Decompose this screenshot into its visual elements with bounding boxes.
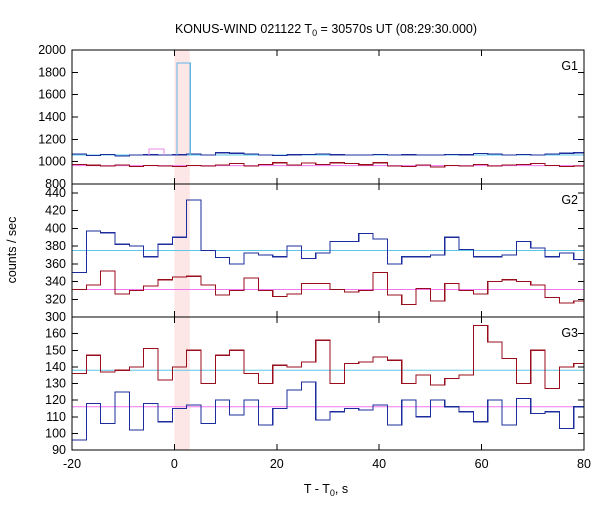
y-tick-label-g3: 130 [45, 377, 66, 391]
histogram-g3-red [72, 324, 584, 390]
plot-layer: 800100012001400160018002000G130032034036… [38, 43, 591, 471]
y-tick-label-g1: 1600 [38, 88, 66, 102]
histogram-g1-blue [72, 152, 584, 157]
x-axis-title: T - T0, s [304, 482, 348, 498]
y-tick-label-g2: 440 [45, 186, 66, 200]
y-tick-label-g2: 380 [45, 239, 66, 253]
histogram-g3-blue [72, 381, 584, 441]
y-tick-label-g2: 300 [45, 310, 66, 324]
panel-label-g3: G3 [561, 326, 578, 340]
y-tick-label-g3: 100 [45, 426, 66, 440]
y-tick-label-g1: 1800 [38, 65, 66, 79]
y-tick-label-g2: 340 [45, 275, 66, 289]
y-tick-label-g2: 320 [45, 292, 66, 306]
y-tick-label-g1: 1400 [38, 110, 66, 124]
y-tick-label-g3: 120 [45, 393, 66, 407]
x-tick-label: -20 [63, 457, 81, 471]
histogram-g1-burst-alt [148, 148, 165, 155]
panel-label-g2: G2 [561, 193, 578, 207]
histogram-g1-burst [176, 62, 191, 155]
histogram-g1-red [72, 162, 584, 168]
y-tick-label-g3: 140 [45, 360, 66, 374]
x-tick-label: 0 [171, 457, 178, 471]
y-tick-label-g3: 90 [52, 443, 66, 457]
y-tick-label-g3: 110 [46, 410, 66, 424]
x-tick-label: 20 [270, 457, 284, 471]
x-tick-label: 40 [372, 457, 386, 471]
y-tick-label-g1: 2000 [38, 43, 66, 57]
histogram-g2-blue [72, 199, 584, 274]
x-tick-label: 80 [577, 457, 591, 471]
y-axis-title: counts / sec [5, 217, 19, 284]
y-tick-label-g2: 360 [45, 257, 66, 271]
panel-frame-g3 [71, 316, 585, 451]
y-tick-label-g3: 160 [45, 327, 66, 341]
y-tick-label-g1: 1200 [38, 132, 66, 146]
chart-title: KONUS-WIND 021122 T0 = 30570s UT (08:29:… [175, 22, 477, 38]
panel-frame-g1 [71, 49, 585, 185]
y-tick-label-g1: 800 [45, 177, 66, 191]
y-tick-label-g1: 1000 [38, 155, 66, 169]
y-tick-label-g2: 420 [45, 204, 66, 218]
x-tick-label: 60 [475, 457, 489, 471]
y-tick-label-g3: 150 [45, 343, 66, 357]
y-tick-label-g2: 400 [45, 221, 66, 235]
histogram-g2-red [72, 270, 584, 306]
panel-label-g1: G1 [561, 59, 578, 73]
